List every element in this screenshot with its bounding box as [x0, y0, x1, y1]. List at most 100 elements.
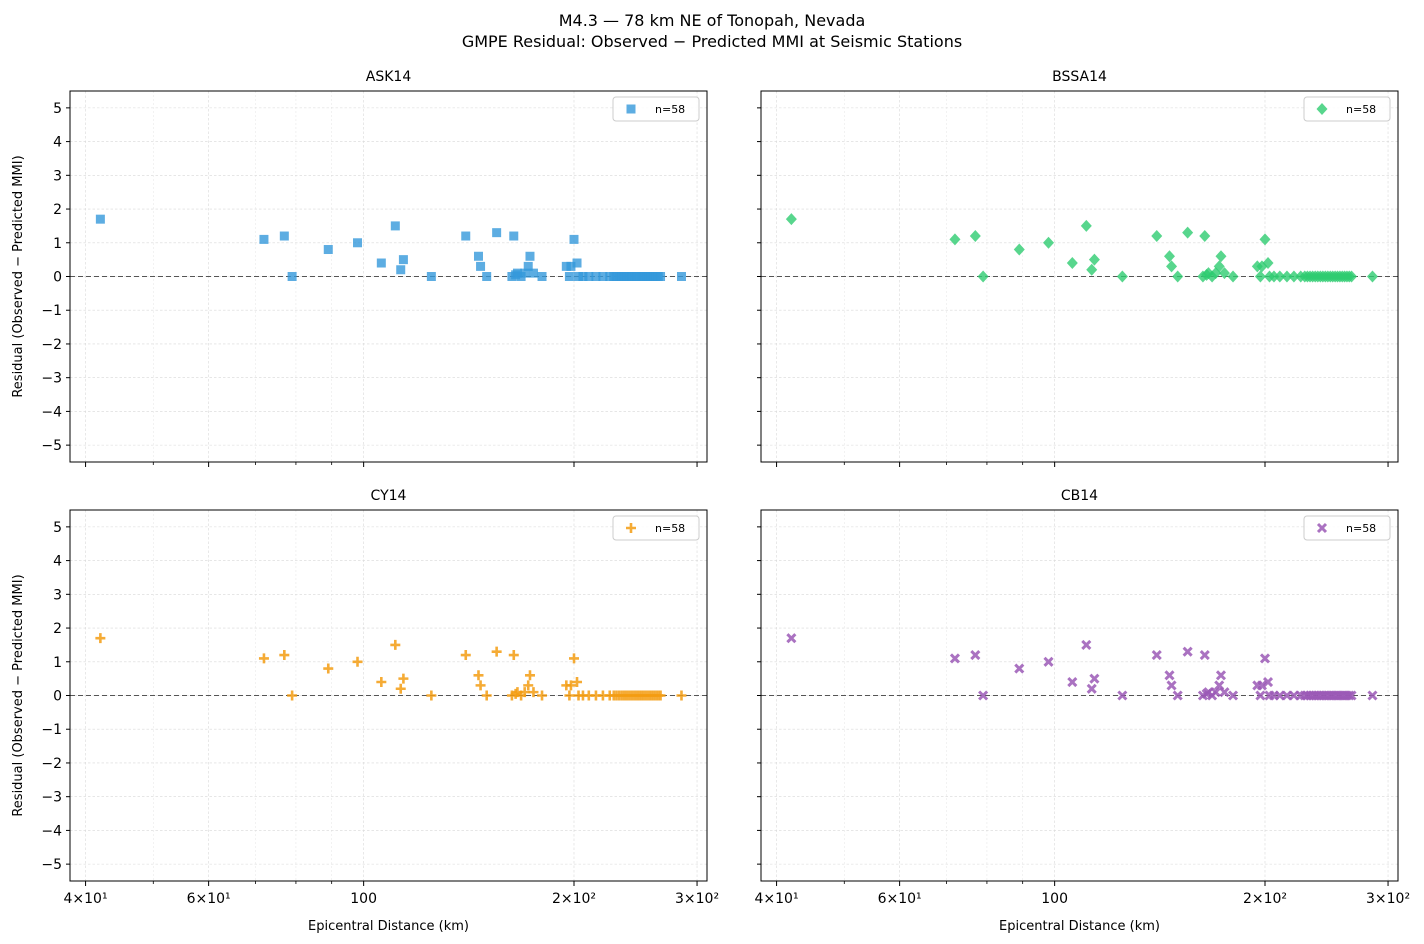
- legend-box: [1303, 515, 1391, 541]
- data-point: [565, 680, 576, 691]
- data-point: [491, 646, 502, 657]
- data-point: [1182, 226, 1194, 239]
- data-point: [473, 251, 483, 261]
- x-axis: 4×10¹ 6×10¹ 100 2×10² 3×10²: [64, 881, 719, 907]
- data-point: [1080, 219, 1092, 232]
- data-point: [1172, 690, 1183, 701]
- subplots: 5 4 3 2 1 0 −1 −2 −3 −4 −5 Residual (Observed − Pre…: [11, 69, 1410, 934]
- data-point: [287, 690, 298, 701]
- data-point: [1346, 690, 1357, 701]
- data-point: [323, 663, 334, 674]
- y-tick-label: 5: [53, 520, 62, 536]
- data-point: [572, 677, 583, 688]
- legend: n=58: [1303, 515, 1391, 541]
- data-point: [566, 261, 576, 271]
- legend-box: [612, 96, 700, 122]
- figure-title-line-2: GMPE Residual: Observed − Predicted MMI …: [462, 32, 962, 51]
- data-point: [376, 677, 387, 688]
- data-point: [1259, 233, 1271, 246]
- data-point: [520, 268, 530, 278]
- data-point: [978, 690, 989, 701]
- y-tick-label: 3: [53, 168, 62, 184]
- data-point: [398, 673, 409, 684]
- data-point: [1163, 250, 1175, 263]
- y-tick-label: 0: [53, 270, 62, 286]
- data-point: [523, 680, 534, 691]
- data-point: [353, 238, 363, 248]
- data-point: [561, 261, 571, 271]
- data-point: [569, 234, 579, 244]
- data-point: [1199, 230, 1211, 243]
- data-point: [528, 268, 538, 278]
- data-point: [1086, 683, 1097, 694]
- data-point: [390, 639, 401, 650]
- subplot-ask14: 5 4 3 2 1 0 −1 −2 −3 −4 −5 Residual (Observed − Pre…: [11, 69, 708, 467]
- data-point: [1043, 236, 1055, 249]
- x-tick-label: 100: [350, 891, 377, 907]
- data-point: [1366, 270, 1378, 283]
- data-point: [1013, 243, 1025, 256]
- y-tick-label: 4: [53, 135, 62, 151]
- data-point: [1274, 270, 1286, 283]
- data-point: [1268, 270, 1280, 283]
- subplot-bssa14: BSSA14 n=58: [757, 69, 1399, 467]
- data-point: [1066, 257, 1078, 270]
- data-point: [473, 670, 484, 681]
- data-point: [655, 690, 666, 701]
- y-tick-label: 2: [53, 621, 62, 637]
- legend-marker: [1316, 103, 1328, 115]
- x-tick-label: 3×10²: [1366, 891, 1410, 907]
- data-point: [970, 649, 981, 661]
- x-tick-label: 3×10²: [675, 891, 719, 907]
- y-tick-label: −4: [41, 404, 62, 420]
- data-point: [460, 650, 471, 661]
- data-point: [509, 231, 519, 241]
- data-point: [1086, 263, 1098, 276]
- data-point: [519, 687, 530, 698]
- data-point: [1164, 670, 1175, 681]
- data-point: [1151, 649, 1162, 661]
- data-point: [949, 653, 961, 664]
- y-tick-label: −3: [41, 371, 62, 387]
- data-point: [676, 690, 687, 701]
- data-point: [1288, 270, 1300, 283]
- y-tick-label: −5: [41, 857, 62, 873]
- data-point: [395, 683, 406, 694]
- legend-box: [1303, 96, 1391, 122]
- y-axis: 5 4 3 2 1 0 −1 −2 −3 −4 −5: [41, 520, 70, 873]
- y-tick-label: −2: [41, 756, 62, 772]
- data-point: [476, 261, 486, 271]
- y-tick-label: 1: [53, 236, 62, 252]
- data-point: [564, 690, 575, 701]
- legend: n=58: [612, 96, 700, 122]
- figure-title-line-1: M4.3 — 78 km NE of Tonopah, Nevada: [559, 11, 866, 30]
- data-point: [492, 228, 502, 238]
- y-tick-label: 3: [53, 587, 62, 603]
- data-point: [572, 258, 582, 268]
- y-tick-label: 5: [53, 101, 62, 117]
- data-point: [1259, 653, 1271, 664]
- data-point: [1067, 676, 1078, 688]
- data-point: [396, 265, 406, 275]
- data-point: [949, 233, 961, 246]
- y-tick-label: −5: [41, 438, 62, 454]
- data-point: [528, 687, 539, 698]
- data-point: [279, 650, 290, 661]
- x-tick-label: 6×10¹: [187, 891, 231, 907]
- data-point: [258, 653, 269, 664]
- data-point: [461, 231, 471, 241]
- data-point: [482, 272, 492, 281]
- data-point: [1043, 656, 1054, 667]
- subplot-title: ASK14: [366, 69, 412, 85]
- data-point: [475, 680, 486, 691]
- data-point: [1281, 270, 1293, 283]
- x-tick-label: 2×10²: [552, 891, 596, 907]
- data-point: [352, 656, 363, 667]
- x-tick-label: 4×10¹: [755, 891, 799, 907]
- data-point: [1182, 646, 1193, 657]
- data-point: [523, 261, 533, 271]
- data-point: [259, 234, 269, 244]
- y-tick-label: 1: [53, 655, 62, 671]
- data-point: [1172, 270, 1184, 283]
